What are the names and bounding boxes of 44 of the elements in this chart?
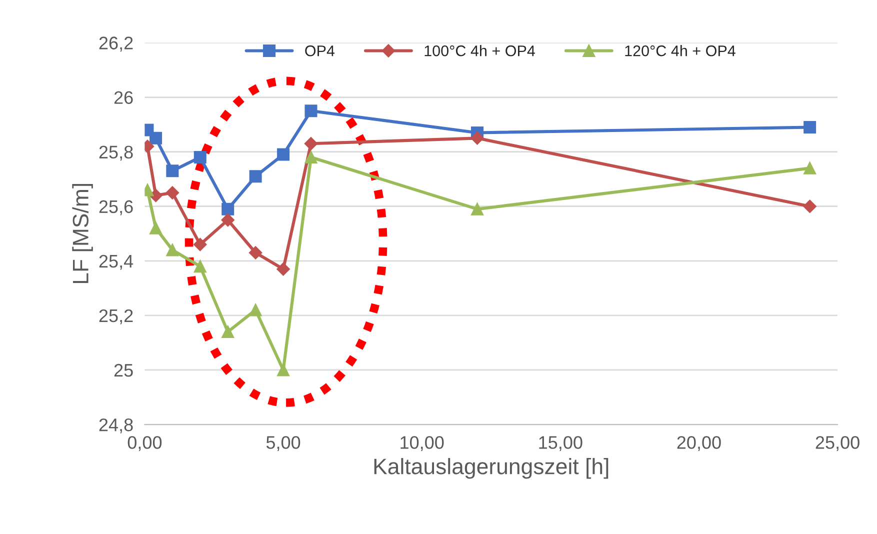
x-tick-label: 25,00 bbox=[816, 436, 860, 452]
point bbox=[249, 170, 262, 183]
y-tick-label: 24,8 bbox=[99, 418, 133, 434]
x-tick-label: 0,00 bbox=[128, 436, 162, 452]
legend-label: 100°C 4h + OP4 bbox=[424, 45, 535, 56]
y-tick-label: 25,4 bbox=[99, 254, 134, 270]
point bbox=[804, 121, 816, 134]
y-tick-label: 26,2 bbox=[99, 36, 133, 52]
x-axis-title: Kaltauslagerungszeit [h] bbox=[374, 458, 608, 479]
point bbox=[166, 244, 179, 256]
point bbox=[304, 104, 318, 118]
point bbox=[194, 151, 206, 164]
x-tick-label: 20,00 bbox=[677, 436, 721, 452]
y-tick-label: 26 bbox=[114, 91, 133, 104]
point bbox=[470, 132, 484, 145]
x-tick-label: 10,00 bbox=[400, 436, 444, 452]
y-tick-label: 25,2 bbox=[99, 309, 133, 324]
point bbox=[221, 213, 234, 227]
legend-label: 120°C 4h + OP4 bbox=[625, 45, 736, 56]
point bbox=[304, 151, 318, 164]
point bbox=[150, 132, 162, 144]
point bbox=[276, 262, 290, 276]
point bbox=[222, 326, 234, 338]
point bbox=[804, 162, 816, 174]
legend-label: OP4 bbox=[305, 45, 335, 56]
y-tick-label: 25 bbox=[114, 364, 133, 377]
point bbox=[248, 246, 262, 260]
point bbox=[803, 200, 816, 213]
point bbox=[277, 148, 290, 161]
point bbox=[149, 188, 162, 202]
point bbox=[471, 202, 484, 216]
y-tick-label: 25,6 bbox=[99, 200, 133, 216]
point bbox=[194, 238, 207, 252]
x-tick-label: 5,00 bbox=[266, 436, 300, 452]
point bbox=[166, 186, 180, 200]
point bbox=[249, 304, 262, 316]
x-tick-label: 15,00 bbox=[539, 436, 582, 452]
y-axis-title: LF [MS/m] bbox=[72, 184, 93, 284]
y-tick-label: 25,8 bbox=[99, 146, 133, 161]
point bbox=[150, 222, 162, 234]
point bbox=[304, 137, 318, 150]
point bbox=[194, 260, 206, 273]
point bbox=[222, 202, 234, 216]
point bbox=[166, 164, 179, 178]
